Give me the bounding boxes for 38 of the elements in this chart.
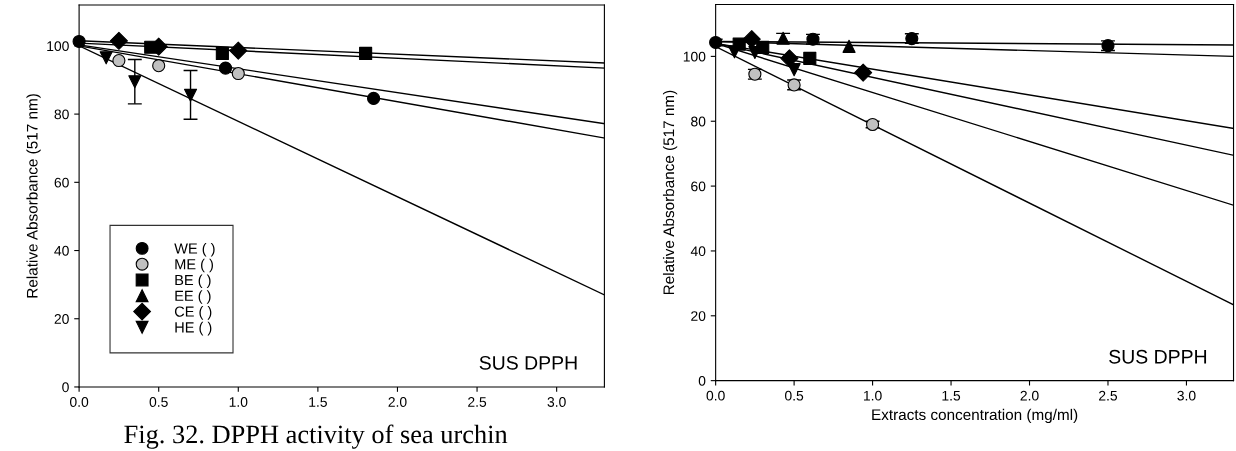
- y-tick-label: 0: [62, 382, 69, 393]
- legend-label: BE ( ): [175, 274, 211, 289]
- x-tick-label: 2.0: [1020, 390, 1039, 401]
- x-tick-label: 0.5: [149, 397, 168, 407]
- y-tick-label: 40: [690, 246, 706, 257]
- x-tick-label: 1.5: [309, 397, 327, 407]
- x-tick-label: 2.5: [468, 397, 487, 407]
- y-tick-label: 0: [698, 375, 706, 386]
- y-axis-title: Relative Absorbance (517 nm): [662, 90, 678, 295]
- legend-label: HE ( ): [175, 321, 212, 336]
- legend-label: WE ( ): [174, 242, 215, 257]
- legend-label: CE ( ): [174, 306, 212, 320]
- legend-label: ME ( ): [175, 258, 213, 273]
- x-tick-label: 0.0: [706, 390, 725, 401]
- legend-label: EE ( ): [175, 290, 211, 304]
- x-tick-label: 0.5: [785, 390, 804, 401]
- x-tick-label: 1.0: [863, 390, 882, 401]
- x-tick-label: 1.0: [229, 397, 248, 407]
- x-tick-label: 3.0: [1177, 390, 1196, 401]
- annotation: SUS DPPH: [1109, 349, 1207, 364]
- x-tick-label: 0.0: [69, 397, 89, 407]
- x-tick-label: 2.5: [1099, 390, 1118, 401]
- y-axis-title: Relative Absorbance (517 nm): [26, 94, 41, 298]
- x-axis-title: Extracts concentration (mg/ml): [872, 408, 1078, 424]
- y-tick-label: 100: [47, 41, 69, 52]
- y-tick-label: 60: [691, 181, 706, 192]
- x-tick-label: 3.0: [547, 397, 566, 407]
- y-tick-label: 100: [683, 51, 706, 62]
- y-tick-label: 80: [691, 116, 706, 127]
- y-tick-label: 20: [54, 314, 69, 324]
- y-tick-label: 80: [54, 109, 69, 120]
- y-tick-label: 20: [691, 311, 706, 321]
- y-tick-label: 40: [54, 245, 69, 256]
- x-tick-label: 1.5: [942, 390, 961, 401]
- caption: Fig. 32. DPPH activity of sea urchin: [124, 424, 508, 449]
- y-tick-label: 60: [54, 177, 69, 188]
- annotation: SUS DPPH: [479, 355, 577, 370]
- x-tick-label: 2.0: [388, 397, 407, 407]
